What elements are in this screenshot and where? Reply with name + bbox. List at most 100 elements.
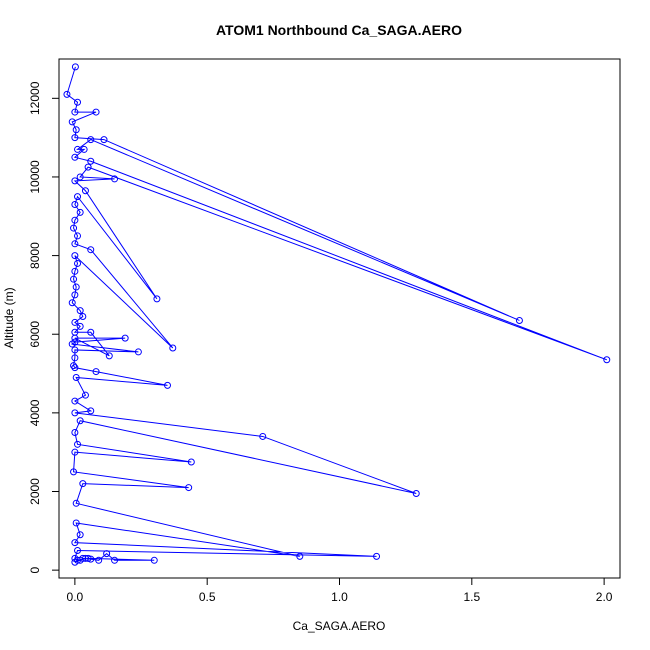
chart-title: ATOM1 Northbound Ca_SAGA.AERO — [216, 22, 462, 38]
data-point — [71, 200, 79, 208]
data-point — [71, 216, 79, 224]
y-axis-label: Altitude (m) — [2, 287, 16, 348]
data-point — [71, 177, 79, 185]
data-point — [74, 232, 82, 240]
data-point — [74, 440, 82, 448]
data-point — [76, 322, 84, 330]
data-point — [111, 556, 119, 564]
y-tick-label: 10000 — [28, 160, 42, 194]
data-point — [63, 90, 71, 98]
data-point — [72, 373, 80, 381]
data-point — [92, 108, 100, 116]
data-point — [87, 328, 95, 336]
data-point — [164, 381, 171, 389]
data-point — [71, 429, 79, 437]
data-point — [111, 175, 119, 183]
x-tick-label: 0.5 — [199, 590, 216, 604]
data-point — [71, 318, 79, 326]
data-point — [95, 556, 103, 564]
data-point — [71, 354, 79, 362]
data-point — [71, 539, 79, 547]
data-point — [74, 98, 82, 106]
data-point — [84, 163, 92, 171]
data-point — [87, 157, 95, 165]
data-point — [71, 267, 79, 275]
data-point — [70, 468, 78, 476]
data-point — [71, 397, 79, 405]
data-point — [71, 240, 79, 248]
data-point — [81, 187, 89, 195]
data-point — [71, 346, 79, 354]
x-tick-label: 2.0 — [596, 590, 613, 604]
data-point — [81, 391, 89, 399]
data-point — [68, 299, 76, 307]
plot-frame — [58, 58, 621, 579]
data-point — [153, 295, 161, 303]
data-point — [296, 552, 304, 560]
x-tick-label: 0.0 — [67, 590, 84, 604]
data-point — [71, 134, 79, 142]
data-point — [84, 554, 92, 562]
data-point — [68, 118, 76, 126]
data-point — [603, 356, 611, 364]
series-layer — [63, 63, 611, 566]
data-point — [74, 259, 82, 267]
data-point — [515, 316, 523, 324]
x-tick-label: 1.0 — [331, 590, 348, 604]
y-tick-label: 6000 — [28, 321, 42, 348]
data-point — [412, 489, 420, 497]
data-point — [150, 556, 158, 564]
data-point — [100, 136, 108, 144]
data-point — [71, 334, 79, 342]
y-tick-label: 12000 — [28, 81, 42, 115]
data-point — [70, 275, 78, 283]
data-point — [76, 173, 84, 181]
y-tick-label: 8000 — [28, 242, 42, 269]
data-point — [71, 409, 79, 417]
data-point — [72, 499, 80, 507]
data-point — [71, 364, 79, 372]
data-point — [71, 252, 79, 260]
data-point — [259, 432, 267, 440]
data-point — [79, 480, 87, 488]
series-line — [66, 66, 607, 563]
data-point — [87, 246, 95, 254]
x-axis-ticks: 0.0 0.5 1.0 1.5 2.0 — [67, 577, 613, 604]
data-point — [185, 484, 193, 492]
data-point — [74, 145, 82, 153]
y-tick-label: 2000 — [28, 478, 42, 505]
data-point — [72, 126, 80, 134]
data-point — [134, 348, 142, 356]
data-point — [81, 554, 89, 562]
data-point — [169, 344, 177, 352]
data-point — [103, 550, 111, 558]
y-axis-ticks: 0 2000 4000 6000 8000 10000 12000 — [28, 81, 60, 573]
data-point — [76, 417, 84, 425]
data-point — [92, 368, 100, 376]
data-point — [71, 291, 79, 299]
data-point — [71, 558, 79, 566]
data-point — [71, 153, 79, 161]
data-point — [71, 63, 79, 71]
data-point — [76, 531, 84, 539]
data-point — [72, 283, 80, 291]
data-point — [71, 448, 79, 456]
data-point — [74, 193, 82, 201]
y-tick-label: 4000 — [28, 399, 42, 426]
data-point — [74, 546, 82, 554]
data-point — [79, 313, 87, 321]
data-point — [76, 307, 84, 315]
data-point — [71, 108, 79, 116]
data-point — [105, 352, 113, 360]
x-axis-label: Ca_SAGA.AERO — [293, 619, 386, 633]
data-point — [373, 552, 381, 560]
data-point — [70, 362, 78, 370]
data-point — [80, 145, 88, 153]
data-point — [187, 458, 195, 466]
data-point — [70, 224, 78, 232]
x-tick-label: 1.5 — [463, 590, 480, 604]
data-point — [121, 334, 129, 342]
data-point — [68, 340, 76, 348]
y-tick-label: 0 — [28, 566, 42, 573]
